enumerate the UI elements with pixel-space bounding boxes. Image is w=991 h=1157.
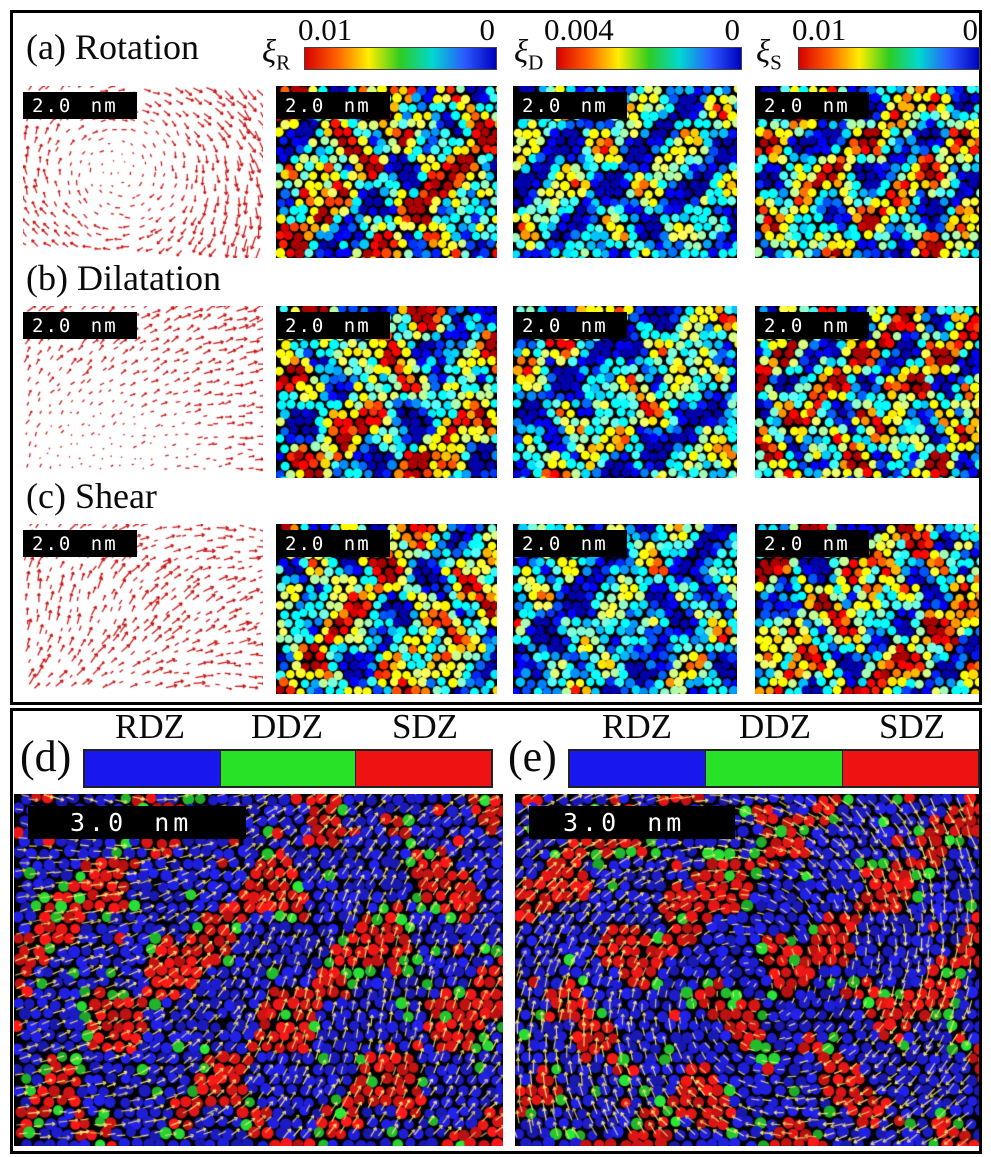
zone-map-e-canvas bbox=[515, 794, 979, 1146]
colorbar-s-gradient bbox=[798, 47, 980, 70]
scale-bar: 2.0 nm bbox=[23, 92, 137, 119]
scale-bar: 2.0 nm bbox=[276, 530, 390, 557]
panel-c-xi-s-map: 2.0 nm bbox=[755, 524, 979, 694]
scale-bar: 2.0 nm bbox=[755, 530, 869, 557]
zone-legend-bar-e bbox=[568, 749, 980, 788]
panel-b-vector-field: 2.0 nm bbox=[23, 306, 263, 478]
panel-b-xi-r-map: 2.0 nm bbox=[276, 306, 497, 478]
panel-b-xi-s-map: 2.0 nm bbox=[755, 306, 979, 478]
sdz-color-swatch bbox=[842, 751, 978, 786]
panel-d-zone-map: 3.0 nm bbox=[14, 794, 503, 1146]
panel-c-vector-field: 2.0 nm bbox=[23, 524, 263, 694]
scale-bar: 2.0 nm bbox=[276, 312, 390, 339]
zone-label-rdz-d: RDZ bbox=[115, 707, 185, 746]
colorbar-s-min-label: 0 bbox=[962, 12, 979, 47]
panel-e-zone-map: 3.0 nm bbox=[515, 794, 979, 1146]
panel-c-xi-d-map: 2.0 nm bbox=[513, 524, 737, 694]
panel-a-vector-field: 2.0 nm bbox=[23, 86, 263, 258]
xi-d-symbol: ξD bbox=[514, 34, 544, 75]
panel-c-label: (c) Shear bbox=[26, 476, 157, 516]
ddz-color-swatch bbox=[220, 751, 357, 786]
panel-c-xi-r-map: 2.0 nm bbox=[276, 524, 497, 694]
scale-bar: 2.0 nm bbox=[276, 92, 390, 119]
scale-bar: 2.0 nm bbox=[23, 530, 137, 557]
scale-bar: 3.0 nm bbox=[28, 806, 246, 839]
colorbar-xi-r: ξR 0.01 0 bbox=[262, 12, 497, 75]
colorbar-d-max-label: 0.004 bbox=[544, 12, 614, 47]
sdz-color-swatch bbox=[356, 751, 492, 786]
colorbar-xi-s: ξS 0.01 0 bbox=[756, 12, 980, 75]
zone-map-d-canvas bbox=[14, 794, 503, 1146]
colorbar-r-max-label: 0.01 bbox=[298, 12, 353, 47]
scale-bar: 2.0 nm bbox=[755, 92, 869, 119]
colorbar-s-max-label: 0.01 bbox=[792, 12, 847, 47]
colorbar-d-gradient bbox=[556, 47, 742, 70]
panel-a-xi-d-map: 2.0 nm bbox=[513, 86, 737, 258]
panel-e-label: (e) bbox=[508, 732, 557, 781]
panel-a-label: (a) Rotation bbox=[26, 27, 199, 67]
scale-bar: 2.0 nm bbox=[755, 312, 869, 339]
zone-label-sdz-d: SDZ bbox=[391, 707, 459, 746]
panel-a-xi-r-map: 2.0 nm bbox=[276, 86, 497, 258]
scale-bar: 3.0 nm bbox=[529, 806, 735, 839]
colorbar-r-gradient bbox=[304, 47, 497, 70]
panel-b-label: (b) Dilatation bbox=[26, 258, 221, 298]
xi-s-symbol: ξS bbox=[756, 34, 782, 75]
panel-a-xi-s-map: 2.0 nm bbox=[755, 86, 979, 258]
ddz-color-swatch bbox=[706, 751, 843, 786]
panel-b-xi-d-map: 2.0 nm bbox=[513, 306, 737, 478]
panel-d-label: (d) bbox=[20, 732, 72, 781]
scale-bar: 2.0 nm bbox=[23, 312, 137, 339]
rdz-color-swatch bbox=[570, 751, 707, 786]
rdz-color-swatch bbox=[85, 751, 221, 786]
zone-label-ddz-e: DDZ bbox=[739, 707, 811, 746]
zone-label-sdz-e: SDZ bbox=[878, 707, 946, 746]
zone-label-ddz-d: DDZ bbox=[251, 707, 323, 746]
scale-bar: 2.0 nm bbox=[513, 530, 627, 557]
zone-legend-bar-d bbox=[83, 749, 493, 788]
colorbar-xi-d: ξD 0.004 0 bbox=[514, 12, 742, 75]
scale-bar: 2.0 nm bbox=[513, 92, 627, 119]
colorbar-r-min-label: 0 bbox=[479, 12, 496, 47]
xi-r-symbol: ξR bbox=[262, 34, 291, 75]
scale-bar: 2.0 nm bbox=[513, 312, 627, 339]
colorbar-d-min-label: 0 bbox=[724, 12, 741, 47]
zone-label-rdz-e: RDZ bbox=[602, 707, 672, 746]
